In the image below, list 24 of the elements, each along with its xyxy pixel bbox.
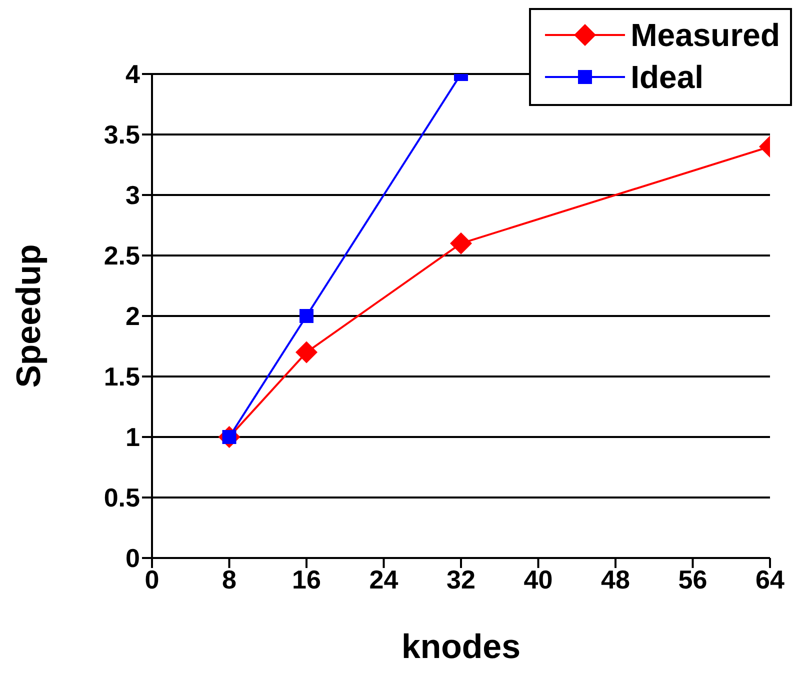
y-tick-label: 0 bbox=[126, 543, 140, 574]
legend-label: Measured bbox=[630, 16, 780, 54]
x-tick-label: 32 bbox=[446, 564, 476, 594]
point bbox=[296, 341, 318, 364]
y-tick-label: 3.5 bbox=[104, 120, 140, 150]
point bbox=[300, 309, 314, 323]
x-tick-label: 48 bbox=[601, 564, 630, 594]
y-tick-label: 1.5 bbox=[104, 362, 140, 392]
y-tick-label: 2.5 bbox=[104, 240, 140, 271]
x-axis-title: knodes bbox=[401, 628, 521, 666]
y-tick-label: 3 bbox=[126, 180, 140, 210]
x-tick-label: 40 bbox=[524, 564, 553, 594]
y-axis-title: Speedup bbox=[10, 244, 48, 388]
y-tick-label: 4 bbox=[126, 59, 141, 90]
y-tick-label: 0.5 bbox=[104, 482, 140, 513]
y-tick-label: 1 bbox=[126, 422, 140, 452]
x-tick-label: 56 bbox=[678, 564, 708, 594]
x-tick-label: 64 bbox=[756, 564, 785, 594]
x-tick-label: 8 bbox=[222, 564, 236, 594]
x-tick-label: 24 bbox=[369, 564, 399, 594]
x-tick-label: 0 bbox=[144, 564, 160, 594]
legend-label: Ideal bbox=[630, 58, 704, 96]
y-tick-label: 2 bbox=[126, 301, 140, 332]
x-tick-label: 16 bbox=[292, 564, 321, 594]
